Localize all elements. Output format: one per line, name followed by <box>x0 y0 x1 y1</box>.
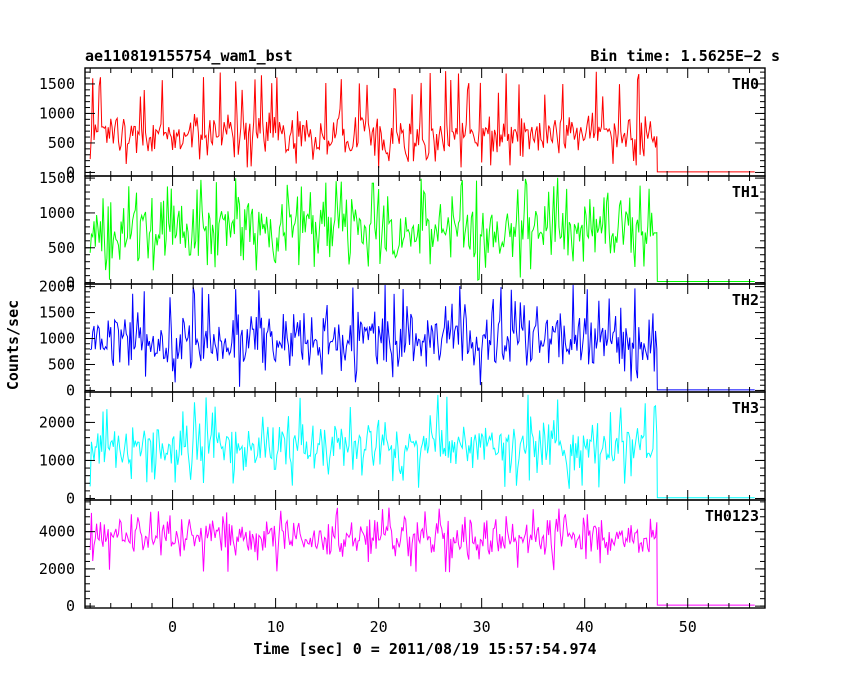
y-axis-label: Counts/sec <box>4 300 22 390</box>
y-tick-label: 1000 <box>39 104 75 122</box>
y-tick-label: 4000 <box>39 523 75 541</box>
x-tick-label: 50 <box>679 618 697 636</box>
y-tick-label: 1000 <box>39 204 75 222</box>
series-line-th1 <box>89 177 755 283</box>
panel-frame <box>84 67 766 177</box>
chart-subtitle: Bin time: 1.5625E−2 s <box>590 47 780 65</box>
panel-label: TH2 <box>732 291 759 309</box>
series-line-th3 <box>89 394 755 499</box>
chart-title: ae110819155754_wam1_bst <box>85 47 293 65</box>
series-line-th2 <box>89 284 755 391</box>
panels-group: 0 500 1000 1500 TH0 0 500 1000 1500 TH1 0 500 1000 15… <box>39 67 766 615</box>
series-line-th0 <box>89 71 755 173</box>
x-tick-label: 30 <box>473 618 491 636</box>
series-line-th0123 <box>89 507 755 606</box>
y-tick-label: 500 <box>48 134 75 152</box>
y-tick-label: 1500 <box>39 75 75 93</box>
y-tick-label: 0 <box>66 381 75 399</box>
x-axis-label: Time [sec] 0 = 2011/08/19 15:57:54.974 <box>253 640 596 658</box>
x-tick-label: 10 <box>267 618 285 636</box>
panel-label: TH1 <box>732 183 759 201</box>
y-tick-label: 0 <box>66 597 75 615</box>
panel-th2: 0 500 1000 1500 2000 TH2 <box>39 278 766 399</box>
y-tick-label: 2000 <box>39 560 75 578</box>
panel-th0: 0 500 1000 1500 TH0 <box>39 67 766 181</box>
y-tick-label: 0 <box>66 274 75 292</box>
panel-th1: 0 500 1000 1500 TH1 <box>39 169 766 292</box>
y-tick-label: 0 <box>66 163 75 181</box>
y-tick-label: 1000 <box>39 330 75 348</box>
y-tick-label: 0 <box>66 489 75 507</box>
y-tick-label: 1500 <box>39 169 75 187</box>
panel-th0123: 0 2000 4000 TH0123 <box>39 499 766 615</box>
panel-label: TH0 <box>732 75 759 93</box>
x-tick-label: 0 <box>168 618 177 636</box>
y-tick-label: 2000 <box>39 278 75 296</box>
y-tick-label: 2000 <box>39 413 75 431</box>
x-tick-label: 40 <box>576 618 594 636</box>
y-tick-label: 500 <box>48 239 75 257</box>
y-tick-label: 500 <box>48 355 75 373</box>
y-tick-label: 1500 <box>39 304 75 322</box>
panel-label: TH3 <box>732 399 759 417</box>
panel-th3: 0 1000 2000 TH3 <box>39 391 766 507</box>
panel-frame <box>84 175 766 285</box>
x-axis: 0 10 20 30 40 50 <box>168 618 697 636</box>
panel-label: TH0123 <box>705 507 759 525</box>
x-tick-label: 20 <box>370 618 388 636</box>
y-tick-label: 1000 <box>39 451 75 469</box>
